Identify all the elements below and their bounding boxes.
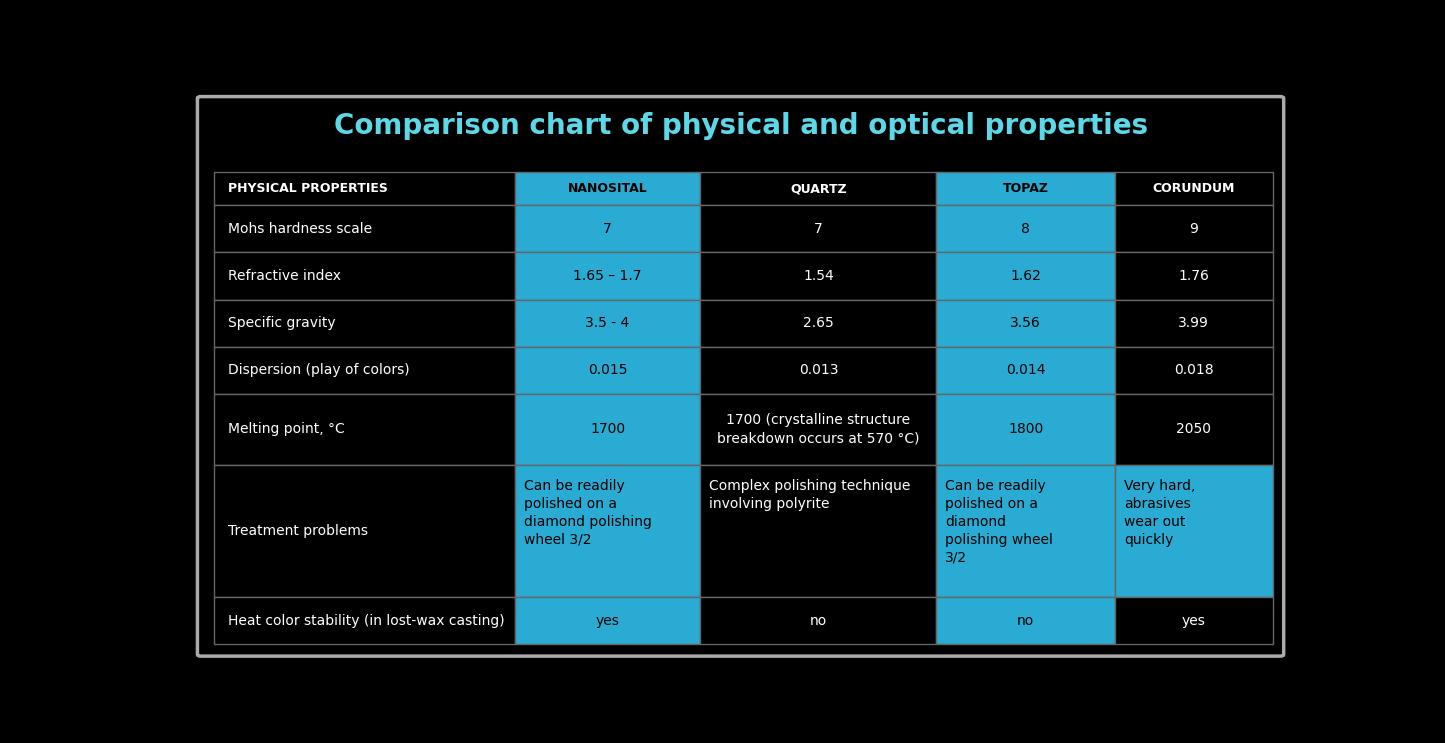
Bar [214, 394, 514, 465]
Text: PHYSICAL PROPERTIES: PHYSICAL PROPERTIES [228, 182, 387, 195]
Bar [936, 597, 1116, 644]
Text: QUARTZ: QUARTZ [790, 182, 847, 195]
Bar [214, 347, 514, 394]
Text: 1.54: 1.54 [803, 269, 834, 283]
FancyBboxPatch shape [198, 97, 1283, 656]
Text: 7: 7 [603, 221, 611, 236]
Bar [936, 347, 1116, 394]
Text: 7: 7 [814, 221, 822, 236]
Bar [1116, 347, 1273, 394]
Text: Treatment problems: Treatment problems [228, 524, 367, 538]
Bar [1116, 253, 1273, 299]
Text: Specific gravity: Specific gravity [228, 317, 335, 330]
Text: Melting point, °C: Melting point, °C [228, 422, 344, 436]
Bar [936, 299, 1116, 347]
Bar [1116, 205, 1273, 253]
Bar [1116, 465, 1273, 597]
Text: Mohs hardness scale: Mohs hardness scale [228, 221, 371, 236]
Bar [701, 394, 936, 465]
Bar [936, 394, 1116, 465]
Bar [514, 347, 701, 394]
Bar [514, 299, 701, 347]
Bar [701, 299, 936, 347]
Text: Can be readily
polished on a
diamond polishing
wheel 3/2: Can be readily polished on a diamond pol… [523, 479, 652, 547]
Text: 1.76: 1.76 [1179, 269, 1209, 283]
Bar [1116, 172, 1273, 205]
Bar [936, 172, 1116, 205]
Text: TOPAZ: TOPAZ [1003, 182, 1049, 195]
Text: yes: yes [595, 614, 620, 628]
Text: 3.56: 3.56 [1010, 317, 1042, 330]
Bar [701, 597, 936, 644]
Bar [1116, 394, 1273, 465]
Text: 3.5 - 4: 3.5 - 4 [585, 317, 630, 330]
Bar [701, 205, 936, 253]
Text: 1700: 1700 [590, 422, 626, 436]
Bar [936, 465, 1116, 597]
Bar [701, 347, 936, 394]
Text: 2.65: 2.65 [803, 317, 834, 330]
Bar [701, 172, 936, 205]
Bar [936, 253, 1116, 299]
Text: 0.015: 0.015 [588, 363, 627, 377]
Bar [936, 205, 1116, 253]
Text: Refractive index: Refractive index [228, 269, 341, 283]
Text: 1700 (crystalline structure
breakdown occurs at 570 °C): 1700 (crystalline structure breakdown oc… [717, 413, 919, 445]
Bar [214, 465, 514, 597]
Bar [514, 253, 701, 299]
Text: yes: yes [1182, 614, 1205, 628]
Text: 9: 9 [1189, 221, 1198, 236]
Text: 0.014: 0.014 [1006, 363, 1046, 377]
Bar [214, 205, 514, 253]
Text: Heat color stability (in lost-wax casting): Heat color stability (in lost-wax castin… [228, 614, 504, 628]
Text: NANOSITAL: NANOSITAL [568, 182, 647, 195]
Text: 1.65 – 1.7: 1.65 – 1.7 [574, 269, 642, 283]
Bar [514, 597, 701, 644]
Text: 1800: 1800 [1009, 422, 1043, 436]
Bar [1116, 299, 1273, 347]
Text: 0.018: 0.018 [1173, 363, 1214, 377]
Text: 3.99: 3.99 [1179, 317, 1209, 330]
Text: Can be readily
polished on a
diamond
polishing wheel
3/2: Can be readily polished on a diamond pol… [945, 479, 1053, 565]
Text: Dispersion (play of colors): Dispersion (play of colors) [228, 363, 409, 377]
Bar [214, 597, 514, 644]
Bar [701, 465, 936, 597]
Text: Very hard,
abrasives
wear out
quickly: Very hard, abrasives wear out quickly [1124, 479, 1195, 547]
Text: 1.62: 1.62 [1010, 269, 1042, 283]
Text: Complex polishing technique
involving polyrite: Complex polishing technique involving po… [709, 479, 910, 511]
Bar [701, 253, 936, 299]
Bar [514, 172, 701, 205]
Text: no: no [1017, 614, 1035, 628]
Text: 8: 8 [1022, 221, 1030, 236]
Bar [514, 465, 701, 597]
Bar [1116, 597, 1273, 644]
Text: Comparison chart of physical and optical properties: Comparison chart of physical and optical… [334, 112, 1147, 140]
Text: 2050: 2050 [1176, 422, 1211, 436]
Text: no: no [809, 614, 827, 628]
Bar [214, 172, 514, 205]
Text: CORUNDUM: CORUNDUM [1153, 182, 1235, 195]
Text: 0.013: 0.013 [799, 363, 838, 377]
Bar [514, 205, 701, 253]
Bar [214, 253, 514, 299]
Bar [214, 299, 514, 347]
Bar [514, 394, 701, 465]
